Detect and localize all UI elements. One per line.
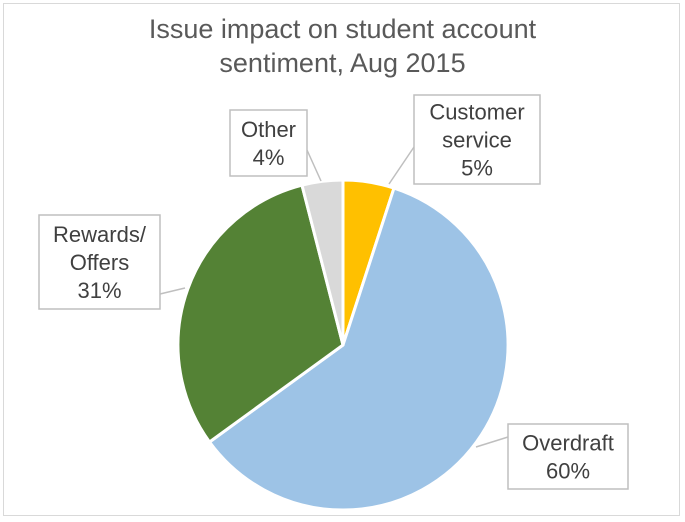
callout-rewards-offers: Rewards/Offers 31% bbox=[38, 214, 186, 310]
chart-title-line-1: Issue impact on student account bbox=[148, 14, 537, 44]
category-label-customer-service: service bbox=[442, 128, 512, 153]
callout-box-overdraft bbox=[507, 423, 629, 490]
callout-box-other bbox=[229, 109, 308, 177]
pie-slice-overdraft bbox=[208, 186, 510, 512]
data-label-other: 4% bbox=[253, 145, 285, 170]
category-label-rewards-offers: Rewards/ bbox=[53, 222, 147, 247]
leader-line-rewards-offers bbox=[159, 287, 186, 295]
callout-customer-service: Customer service 5% bbox=[388, 94, 541, 185]
chart-title-line-2: sentiment, Aug 2015 bbox=[219, 48, 466, 78]
pie-slice-rewards-offers bbox=[176, 183, 345, 444]
pie-slice-other bbox=[300, 178, 345, 347]
data-label-overdraft: 60% bbox=[546, 459, 590, 484]
chart-title: Issue impact on student account sentimen… bbox=[0, 12, 685, 80]
leader-line-customer-service bbox=[388, 146, 415, 185]
category-label-overdraft: Overdraft bbox=[522, 431, 614, 456]
callout-box-customer-service bbox=[413, 94, 541, 185]
leader-line-other bbox=[306, 149, 322, 182]
data-label-customer-service: 5% bbox=[461, 156, 493, 181]
callout-box-rewards-offers bbox=[38, 214, 161, 310]
callout-other: Other 4% bbox=[229, 109, 322, 182]
data-label-rewards-offers: 31% bbox=[77, 278, 121, 303]
category-label-rewards-offers: Offers bbox=[70, 250, 130, 275]
callout-overdraft: Overdraft 60% bbox=[475, 423, 629, 490]
leader-line-overdraft bbox=[475, 436, 509, 448]
category-label-other: Other bbox=[241, 117, 296, 142]
category-label-customer-service: Customer bbox=[429, 100, 524, 125]
